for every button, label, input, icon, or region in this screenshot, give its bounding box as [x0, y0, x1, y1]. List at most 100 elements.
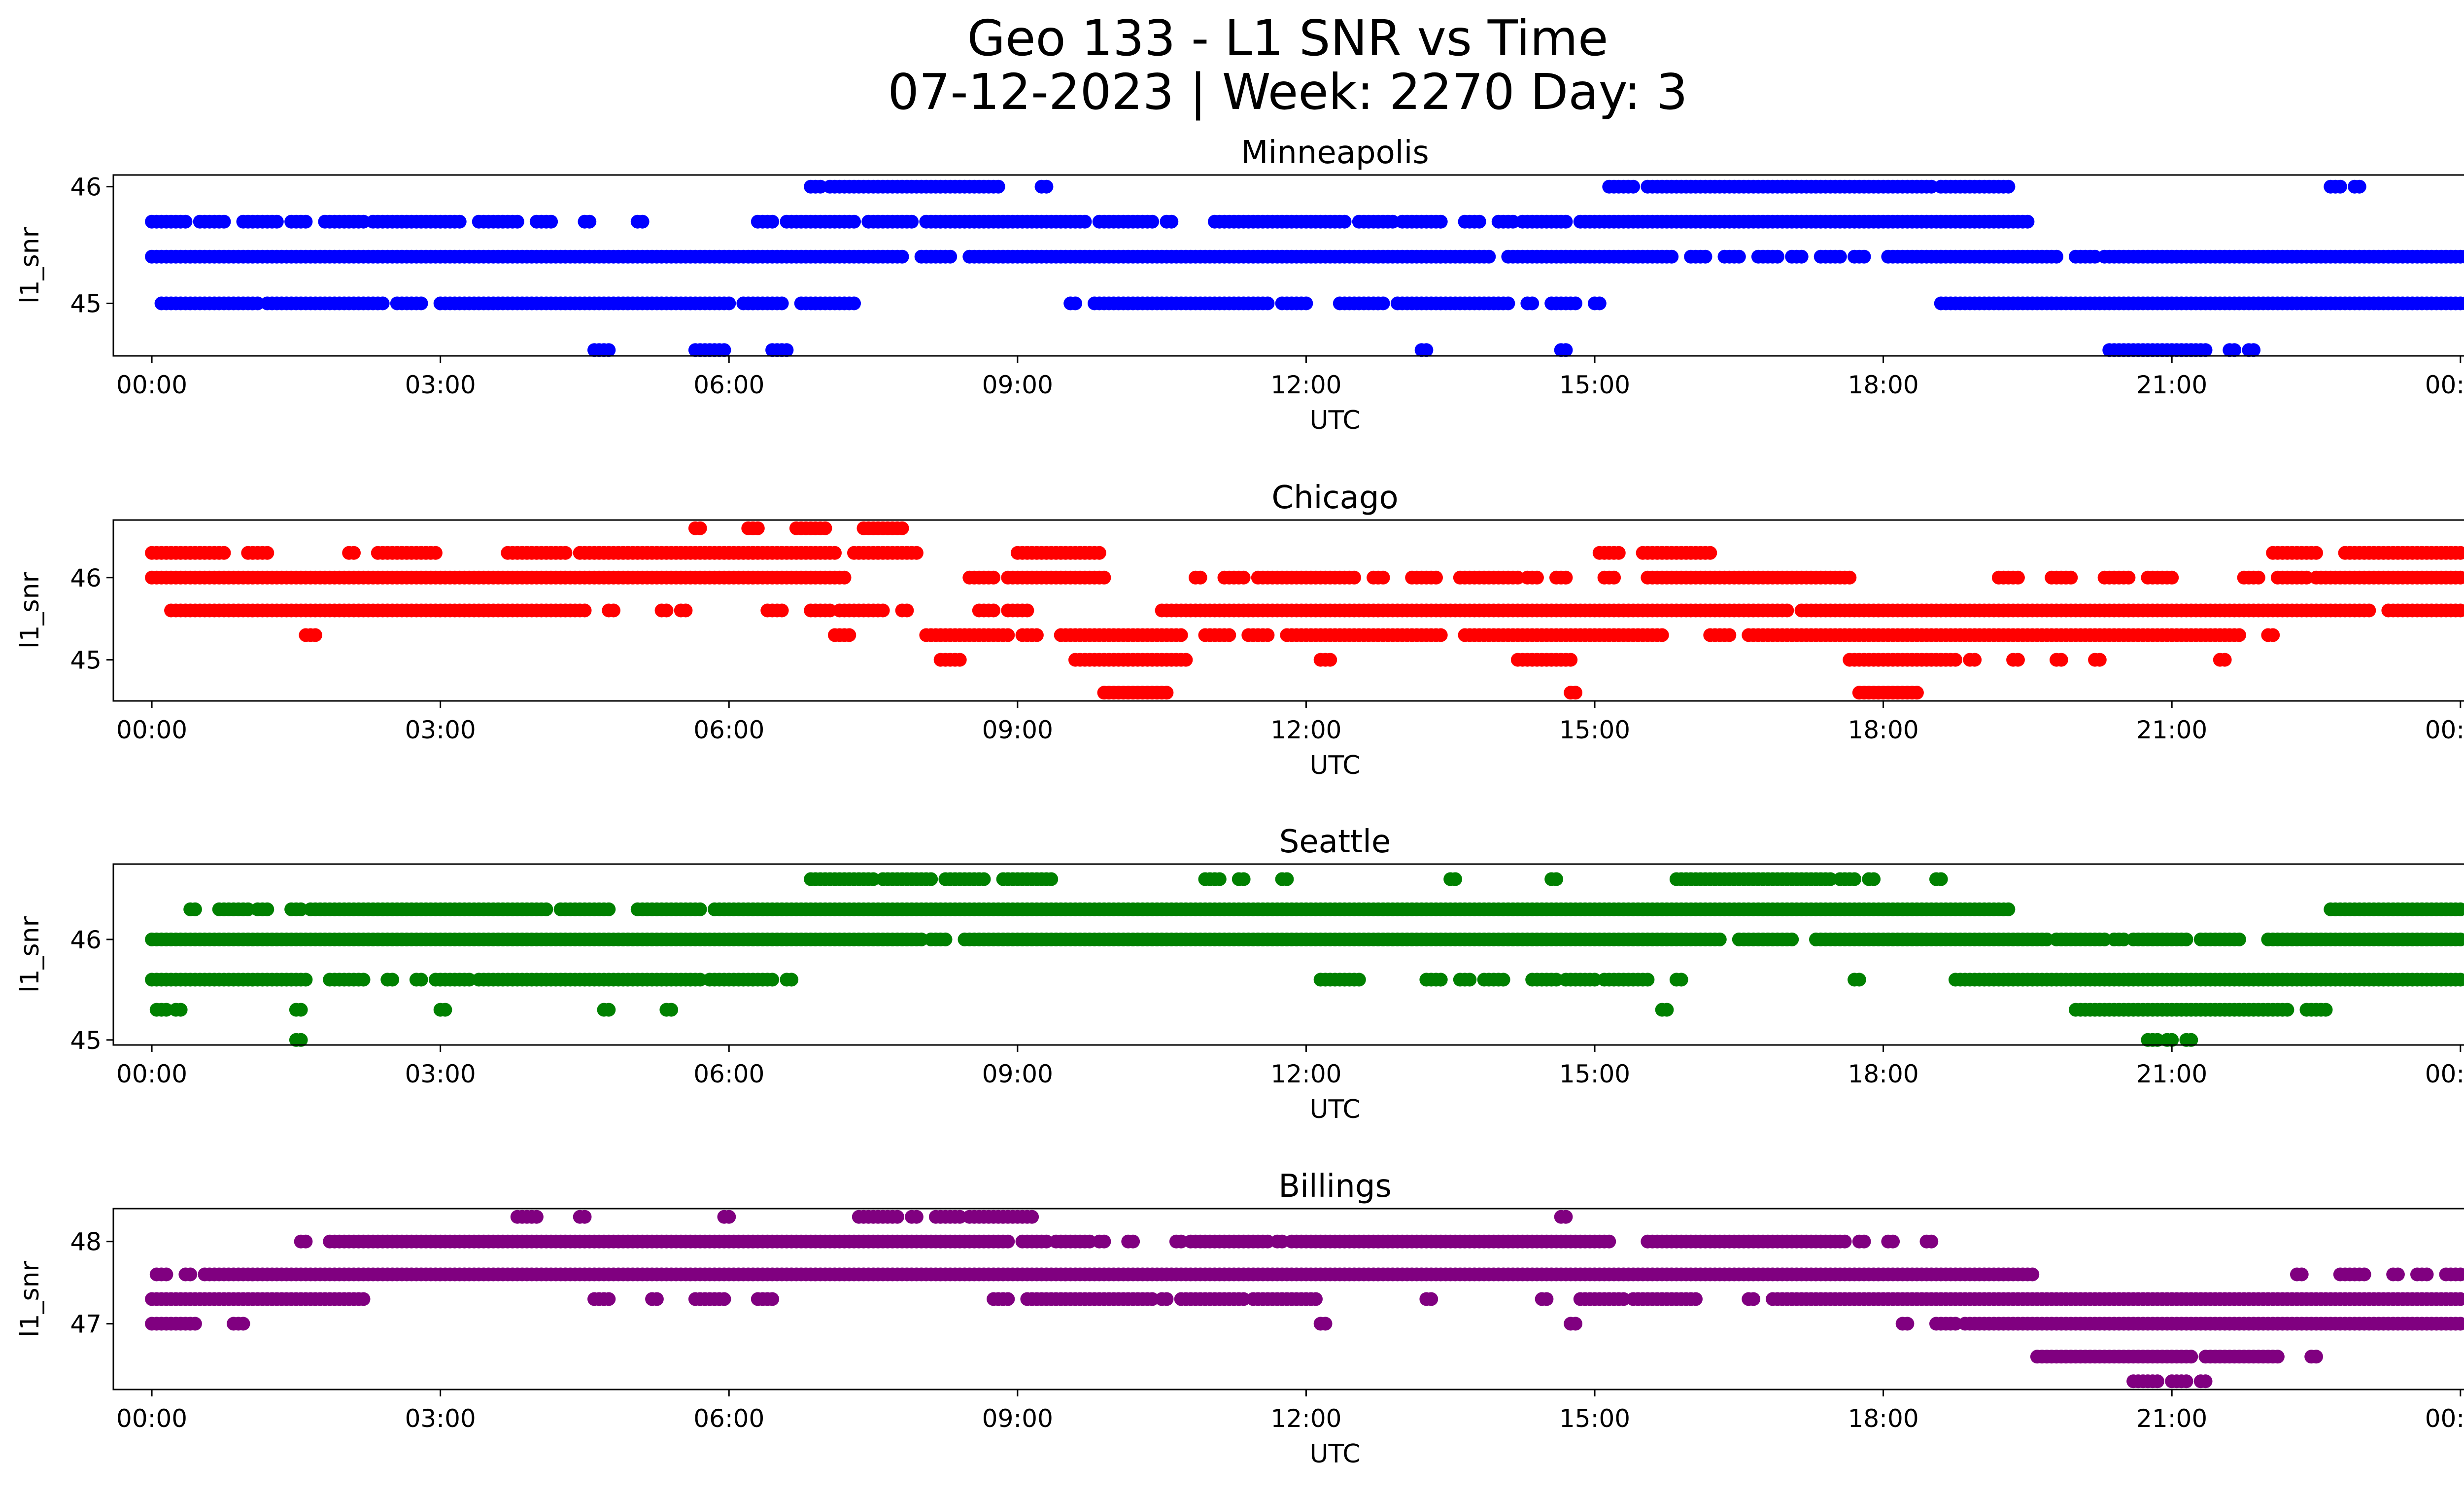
data-point [1419, 343, 1434, 357]
data-point [1655, 628, 1669, 642]
x-tick-label: 03:00 [405, 371, 476, 399]
data-point [1126, 1234, 1140, 1249]
data-point [991, 179, 1005, 194]
data-point [414, 296, 428, 311]
data-point [260, 546, 274, 560]
data-point [1236, 1292, 1251, 1306]
series-points [145, 872, 2464, 1047]
data-point [241, 902, 255, 916]
data-point [2266, 628, 2280, 642]
data-point [2232, 932, 2246, 946]
x-tick-label: 06:00 [693, 716, 764, 744]
data-point [2011, 570, 2025, 585]
data-point [250, 296, 265, 311]
data-point [1145, 1292, 1160, 1306]
data-point [909, 546, 924, 560]
data-point [558, 546, 573, 560]
x-tick-label: 09:00 [982, 371, 1053, 399]
data-point [842, 628, 856, 642]
subplot-title: Seattle [1279, 824, 1391, 860]
data-point [1318, 1317, 1333, 1331]
data-point [1376, 570, 1390, 585]
data-point [905, 214, 919, 229]
data-point [1001, 628, 1015, 642]
data-point [1823, 872, 1838, 886]
data-point [2247, 343, 2261, 357]
data-point [943, 249, 958, 264]
data-point [1559, 343, 1573, 357]
data-point [1020, 603, 1034, 618]
data-point [1212, 872, 1227, 886]
data-point [2001, 902, 2016, 916]
data-point [2054, 653, 2068, 667]
data-point [1559, 570, 1573, 585]
data-point [977, 872, 991, 886]
x-tick-label: 21:00 [2136, 716, 2207, 744]
data-point [2092, 653, 2107, 667]
data-point [1496, 973, 1510, 987]
data-point [2309, 546, 2323, 560]
data-point [607, 603, 620, 618]
data-point [895, 521, 909, 535]
data-point [2025, 1267, 2040, 1282]
data-point [1448, 872, 1462, 886]
data-point [2232, 628, 2246, 642]
data-point [1174, 1234, 1188, 1249]
x-tick-label: 18:00 [1848, 716, 1919, 744]
x-tick-label: 00:00 [116, 716, 187, 744]
data-point [1352, 973, 1366, 987]
data-point [2458, 296, 2464, 311]
data-point [1164, 214, 1179, 229]
data-point [2184, 1033, 2198, 1047]
data-point [1280, 872, 1294, 886]
data-point [1097, 570, 1111, 585]
y-tick-label: 45 [70, 1026, 102, 1055]
data-point [2020, 214, 2035, 229]
data-point [1607, 570, 1621, 585]
data-point [1510, 570, 1525, 585]
data-point [1376, 296, 1390, 311]
y-tick-label: 46 [70, 173, 102, 202]
y-tick-label: 45 [70, 289, 102, 318]
data-point [1592, 296, 1607, 311]
subplot-title: Minneapolis [1241, 135, 1429, 171]
data-point [2453, 546, 2464, 560]
chart-subtitle: 07-12-2023 | Week: 2270 Day: 3 [888, 63, 1688, 121]
data-point [785, 973, 799, 987]
data-point [1665, 249, 1679, 264]
data-point [1174, 628, 1188, 642]
data-point [294, 902, 308, 916]
data-point [1770, 249, 1784, 264]
data-point [1193, 570, 1207, 585]
data-point [1857, 249, 1871, 264]
data-point [2064, 570, 2078, 585]
data-point [452, 214, 467, 229]
data-point [462, 973, 477, 987]
data-point [294, 1033, 308, 1047]
data-point [2050, 249, 2063, 264]
data-point [693, 973, 707, 987]
data-point [650, 1292, 664, 1306]
data-point [1501, 296, 1515, 311]
data-point [1660, 1003, 1674, 1017]
data-point [1525, 296, 1540, 311]
series-points [145, 521, 2464, 700]
data-point [438, 1003, 452, 1017]
data-point [775, 603, 789, 618]
data-point [1674, 973, 1688, 987]
data-point [717, 1292, 731, 1306]
axes-frame [112, 174, 2464, 357]
data-point [1641, 973, 1655, 987]
y-axis-label: l1_snr [15, 227, 45, 304]
data-point [1482, 249, 1496, 264]
data-point [1611, 546, 1626, 560]
data-point [765, 1292, 780, 1306]
data-point [260, 902, 274, 916]
y-tick-label: 46 [70, 564, 102, 592]
data-point [1900, 1317, 1915, 1331]
x-tick-label: 12:00 [1270, 371, 1341, 399]
data-point [837, 570, 852, 585]
data-point [780, 343, 794, 357]
data-point [544, 214, 558, 229]
